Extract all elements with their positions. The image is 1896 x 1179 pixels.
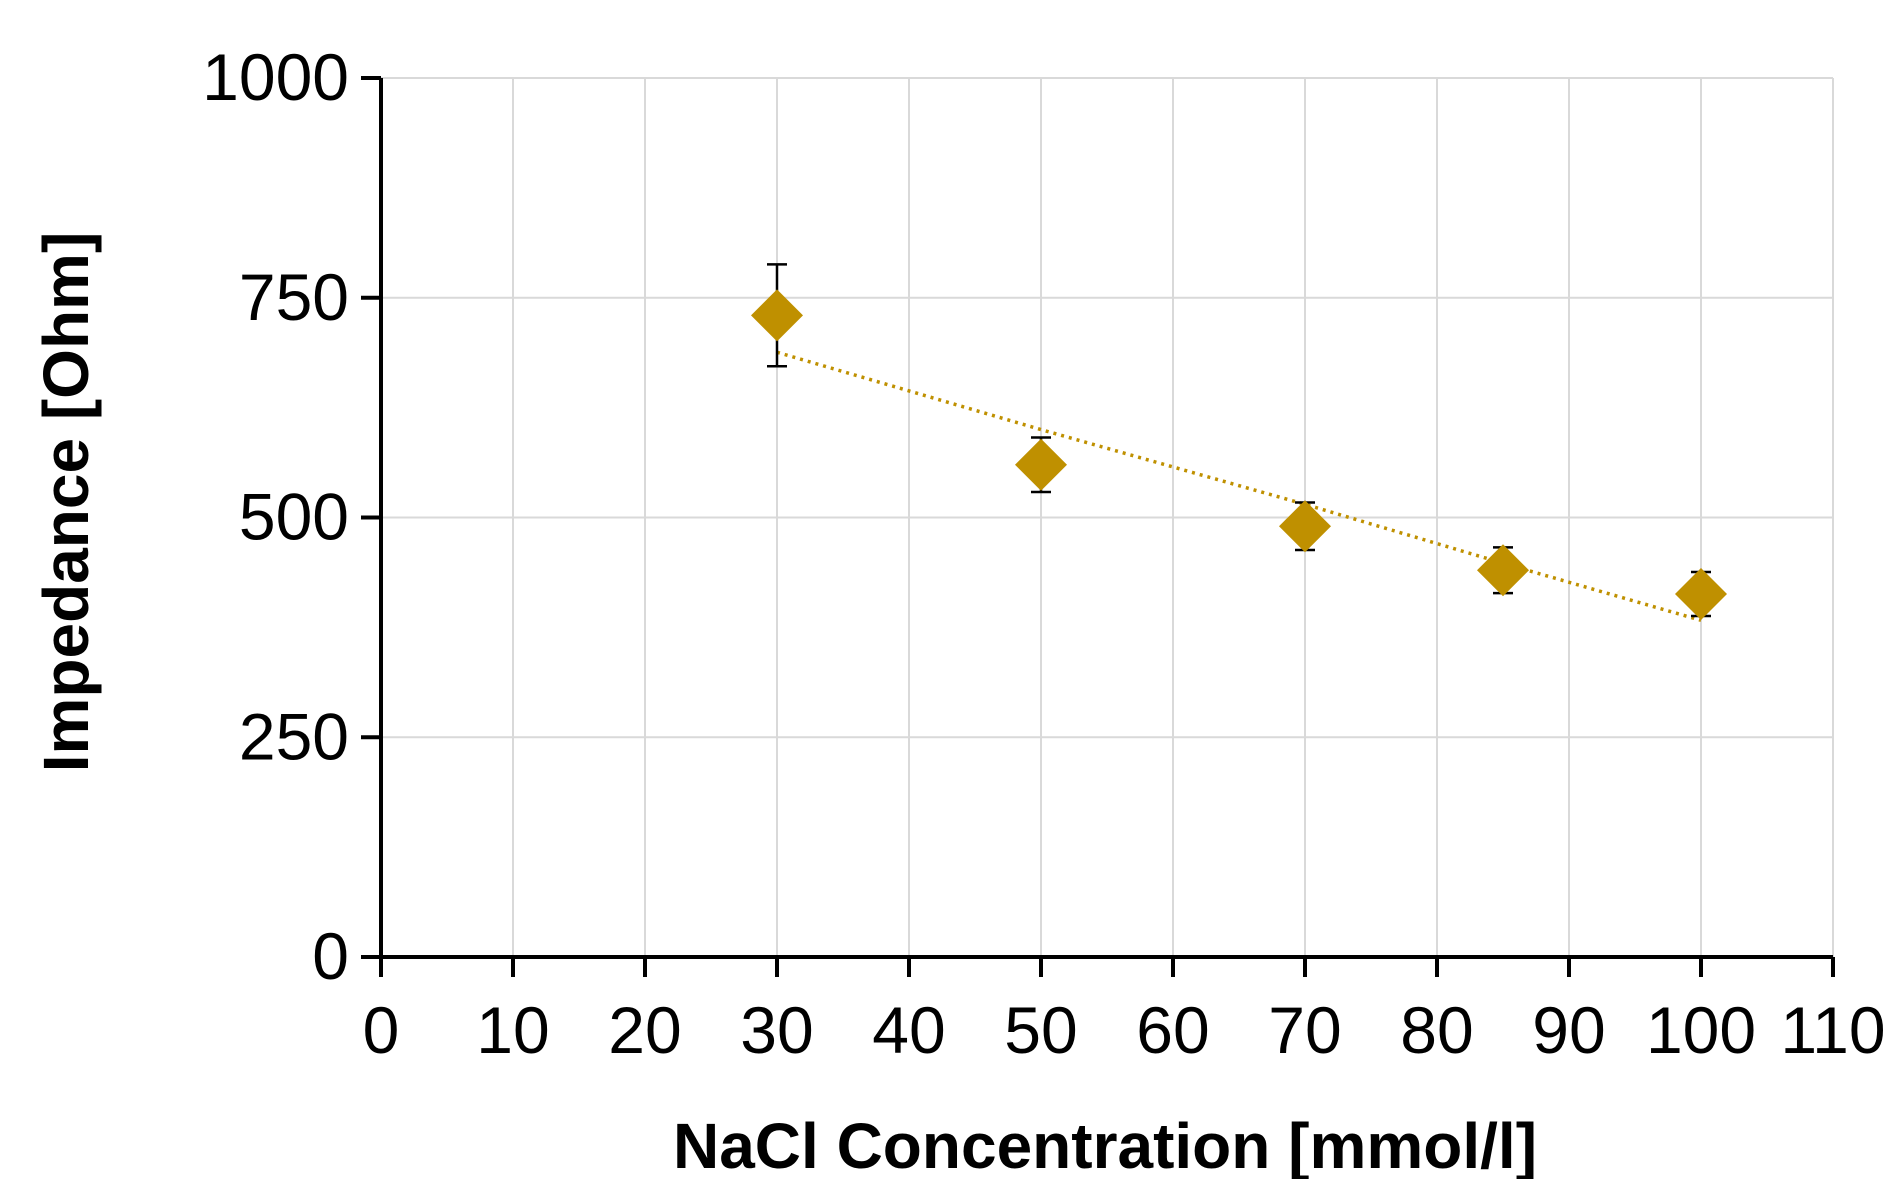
y-axis-title: Impedance [Ohm] bbox=[30, 232, 102, 773]
y-tick-label: 0 bbox=[312, 919, 349, 993]
x-tick-label: 30 bbox=[740, 993, 813, 1067]
axes bbox=[361, 76, 1835, 977]
data-point-diamond bbox=[1015, 438, 1067, 491]
data-point-diamond bbox=[1279, 500, 1331, 553]
data-point-diamond bbox=[1675, 567, 1727, 620]
x-tick-label: 110 bbox=[1780, 993, 1885, 1067]
x-tick-label: 60 bbox=[1136, 993, 1209, 1067]
y-tick-label: 750 bbox=[239, 260, 349, 334]
x-tick-label: 70 bbox=[1268, 993, 1341, 1067]
grid-lines bbox=[381, 77, 1834, 957]
y-tick-label: 250 bbox=[239, 699, 349, 773]
x-tick-label: 10 bbox=[476, 993, 549, 1067]
x-tick-label: 0 bbox=[363, 993, 400, 1067]
y-tick-label: 500 bbox=[239, 480, 349, 554]
trendline bbox=[776, 350, 1702, 623]
x-tick-label: 40 bbox=[872, 993, 945, 1067]
x-axis-title: NaCl Concentration [mmol/l] bbox=[673, 1110, 1537, 1179]
data-point-diamond bbox=[1477, 544, 1529, 597]
x-tick-label: 50 bbox=[1004, 993, 1077, 1067]
x-tick-label: 80 bbox=[1400, 993, 1473, 1067]
x-tick-label: 20 bbox=[608, 993, 681, 1067]
trendline-layer bbox=[776, 350, 1702, 623]
x-tick-label: 90 bbox=[1532, 993, 1605, 1067]
y-tick-label: 1000 bbox=[202, 40, 349, 114]
x-tick-label: 100 bbox=[1646, 993, 1756, 1067]
data-points bbox=[751, 263, 1727, 620]
tick-labels: 0 250 500 750 1000 0 10 20 30 40 50 60 70 80 90 100 110 bbox=[202, 40, 1885, 1067]
data-point-diamond bbox=[751, 289, 803, 342]
